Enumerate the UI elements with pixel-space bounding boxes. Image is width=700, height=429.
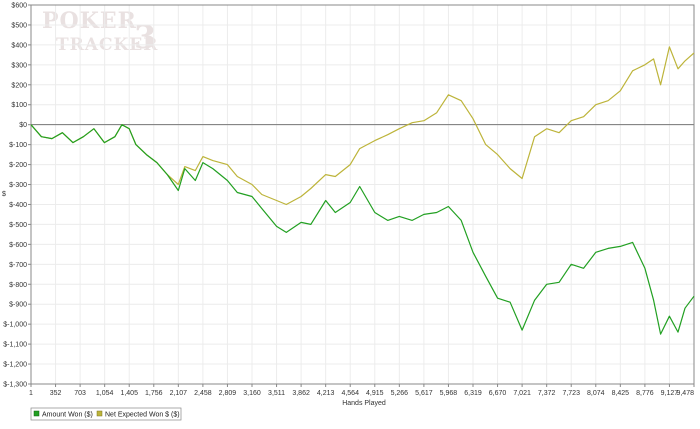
plot-area bbox=[30, 4, 695, 385]
series-line-amount-won bbox=[30, 124, 695, 335]
poker-tracker-watermark: POKER TRACKER 3 bbox=[42, 8, 157, 56]
x-tick-label: 6,319 bbox=[464, 390, 482, 397]
x-tick-label: 5,968 bbox=[440, 390, 458, 397]
y-tick-label: $-200 bbox=[9, 162, 27, 169]
x-tick-label: 5,617 bbox=[415, 390, 433, 397]
y-tick-label: $-900 bbox=[9, 302, 27, 309]
x-tick-label: 1,054 bbox=[96, 390, 114, 397]
y-tick-label: $600 bbox=[11, 3, 27, 10]
y-tick-label: $400 bbox=[11, 42, 27, 49]
x-tick-label: 703 bbox=[74, 390, 86, 397]
y-tick-label: $-1,000 bbox=[3, 322, 27, 329]
y-tick-label: $-1,300 bbox=[3, 382, 27, 389]
y-tick-label: $-600 bbox=[9, 242, 27, 249]
y-tick-label: $-1,100 bbox=[3, 342, 27, 349]
x-tick-label: 7,372 bbox=[538, 390, 556, 397]
x-tick-label: 8,776 bbox=[636, 390, 654, 397]
x-tick-label: 9,127 bbox=[661, 390, 679, 397]
legend: Amount Won ($) Net Expected Won $ ($) bbox=[30, 407, 182, 421]
x-axis-title: Hands Played bbox=[342, 400, 386, 407]
series-line-net-expected-won bbox=[30, 46, 695, 206]
legend-label-net-expected: Net Expected Won $ ($) bbox=[105, 412, 180, 419]
y-tick-label: $-800 bbox=[9, 282, 27, 289]
x-tick-label: 1,756 bbox=[145, 390, 163, 397]
x-tick-label: 7,723 bbox=[562, 390, 580, 397]
x-tick-label: 8,425 bbox=[612, 390, 630, 397]
x-tick-label: 3,160 bbox=[243, 390, 261, 397]
y-axis-ticks: $600 $500 $400 $300 $200 $100 $0 $-100 $-200 $-30… bbox=[3, 3, 31, 389]
y-tick-label: $200 bbox=[11, 82, 27, 89]
x-tick-label: 2,458 bbox=[194, 390, 212, 397]
watermark-poker: POKER bbox=[42, 8, 137, 34]
legend-box bbox=[30, 407, 182, 421]
x-tick-label: 1,405 bbox=[120, 390, 138, 397]
x-tick-label: 1 bbox=[29, 390, 33, 397]
y-tick-label: $-500 bbox=[9, 222, 27, 229]
y-tick-label: $100 bbox=[11, 102, 27, 109]
x-tick-label: 9,478 bbox=[676, 390, 694, 397]
x-tick-label: 4,213 bbox=[317, 390, 335, 397]
y-tick-label: $500 bbox=[11, 22, 27, 29]
legend-swatch-net-expected bbox=[96, 410, 103, 417]
x-tick-label: 4,564 bbox=[341, 390, 359, 397]
y-tick-label: $-700 bbox=[9, 262, 27, 269]
legend-label-amount-won: Amount Won ($) bbox=[42, 412, 93, 419]
x-tick-label: 7,021 bbox=[513, 390, 531, 397]
x-tick-label: 5,266 bbox=[391, 390, 409, 397]
y-tick-label: $-100 bbox=[9, 142, 27, 149]
x-tick-label: 352 bbox=[50, 390, 62, 397]
legend-swatch-amount-won bbox=[33, 410, 40, 417]
x-tick-label: 2,809 bbox=[219, 390, 237, 397]
x-tick-label: 4,915 bbox=[366, 390, 384, 397]
y-tick-label: $-1,200 bbox=[3, 362, 27, 369]
x-tick-label: 2,107 bbox=[170, 390, 188, 397]
x-axis-ticks: 1 352 703 1,054 1,405 1,756 2,107 2,458 2,809 3,1… bbox=[29, 384, 695, 397]
y-axis-title: $ bbox=[2, 191, 6, 198]
x-tick-label: 3,862 bbox=[292, 390, 310, 397]
x-tick-label: 8,074 bbox=[587, 390, 605, 397]
y-tick-label: $-400 bbox=[9, 202, 27, 209]
y-tick-label: $-300 bbox=[9, 182, 27, 189]
watermark-three: 3 bbox=[134, 18, 156, 56]
x-tick-label: 6,670 bbox=[489, 390, 507, 397]
grid bbox=[30, 4, 695, 385]
x-tick-label: 3,511 bbox=[268, 390, 285, 397]
series-layer bbox=[30, 46, 695, 335]
y-tick-label: $0 bbox=[19, 122, 27, 129]
y-tick-label: $300 bbox=[11, 62, 27, 69]
